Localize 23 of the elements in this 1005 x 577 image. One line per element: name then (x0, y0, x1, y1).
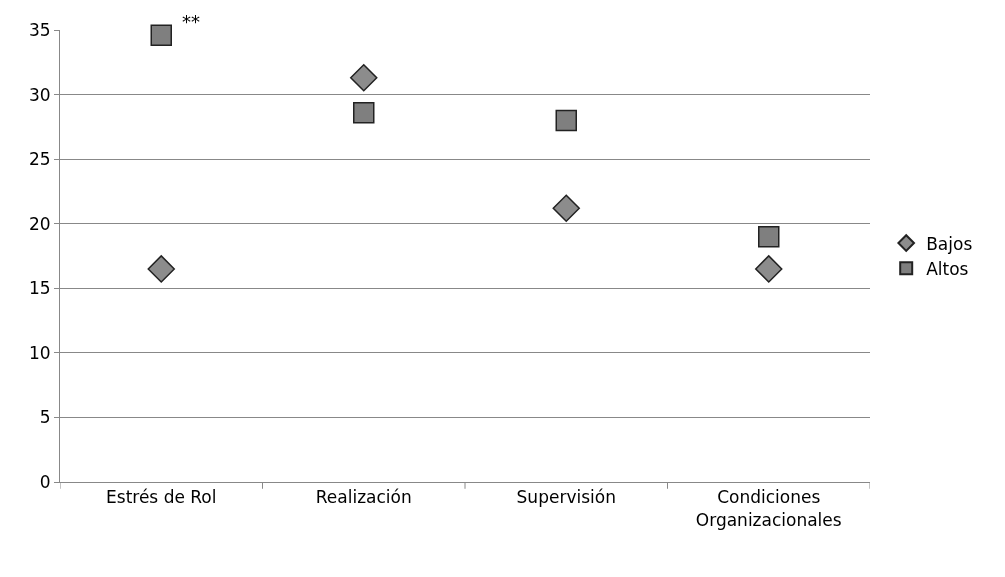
point (555, 109, 577, 132)
y-tick-label: 15 (28, 278, 51, 299)
point (350, 64, 378, 92)
y-tick-label: 35 (28, 19, 51, 40)
point (758, 225, 780, 248)
point (755, 255, 783, 283)
point (147, 255, 175, 283)
y-tick-label: 25 (28, 149, 51, 170)
x-tick-label: Supervisión (516, 487, 616, 508)
legend-label: Bajos (926, 233, 973, 254)
point (552, 194, 580, 222)
y-tick-label: 30 (28, 84, 51, 105)
point (353, 101, 375, 124)
x-tick-label: Estrés de Rol (106, 487, 217, 508)
x-tick-label: Realización (315, 487, 412, 508)
x-tick-label: Condiciones Organizacionales (695, 487, 842, 530)
y-tick-label: 5 (39, 407, 51, 428)
point (150, 24, 172, 46)
legend-label: Altos (926, 258, 969, 279)
y-tick-label: 20 (28, 213, 51, 234)
y-tick-label: 10 (28, 342, 51, 363)
y-tick-label: 0 (39, 471, 51, 492)
annotation: ** (182, 11, 200, 32)
